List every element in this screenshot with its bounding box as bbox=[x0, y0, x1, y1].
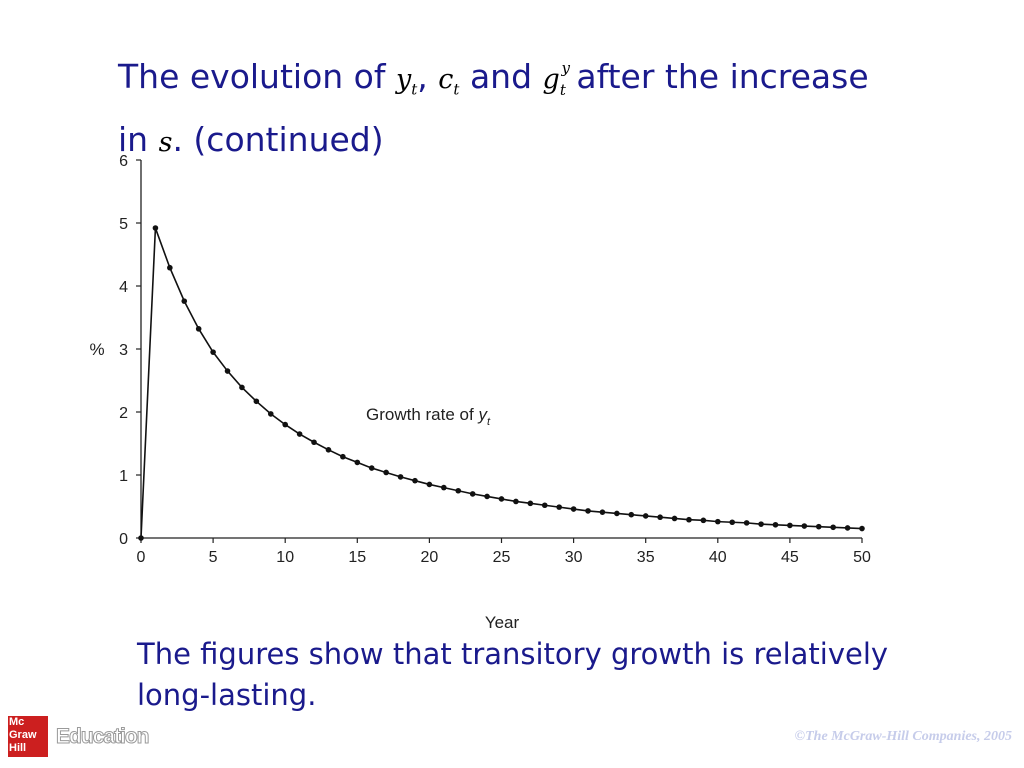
data-point bbox=[210, 349, 216, 355]
x-axis-title: Year bbox=[485, 613, 520, 632]
data-point bbox=[181, 298, 188, 304]
y-tick-label: 1 bbox=[119, 468, 128, 485]
data-point bbox=[469, 491, 476, 497]
education-wordmark: Education bbox=[56, 725, 151, 749]
data-point bbox=[441, 484, 447, 491]
data-point bbox=[397, 474, 404, 480]
data-point bbox=[224, 368, 231, 374]
data-point bbox=[239, 384, 245, 391]
data-point bbox=[686, 516, 692, 523]
y-tick-label: 6 bbox=[119, 153, 128, 170]
x-tick-label: 5 bbox=[209, 549, 218, 566]
x-tick-label: 45 bbox=[781, 549, 799, 566]
y-tick-label: 5 bbox=[119, 216, 128, 233]
y-tick-label: 2 bbox=[119, 405, 128, 422]
slide-title: The evolution of yt, ct and gt y after th… bbox=[118, 52, 978, 168]
data-point bbox=[844, 525, 851, 531]
data-point bbox=[570, 506, 577, 512]
data-point bbox=[282, 421, 289, 428]
data-point bbox=[296, 431, 303, 437]
data-point bbox=[383, 469, 389, 476]
data-point bbox=[484, 493, 490, 500]
title-text-1: The evolution of bbox=[118, 57, 386, 96]
y-tick-label: 3 bbox=[119, 342, 128, 359]
data-point bbox=[772, 521, 779, 528]
title-comma: , bbox=[417, 57, 428, 96]
data-point bbox=[513, 498, 519, 505]
data-point bbox=[599, 509, 606, 515]
data-point bbox=[167, 264, 173, 271]
y-axis-title: % bbox=[89, 340, 104, 359]
title-var-g: gt y bbox=[542, 59, 571, 99]
data-point bbox=[340, 453, 346, 460]
title-text-in: in bbox=[118, 120, 149, 159]
data-point bbox=[311, 439, 317, 446]
data-point bbox=[585, 508, 591, 514]
data-point bbox=[743, 520, 750, 526]
data-point bbox=[859, 525, 865, 532]
data-point bbox=[267, 411, 274, 417]
title-text-and: and bbox=[469, 57, 533, 96]
data-point bbox=[815, 523, 822, 530]
data-point bbox=[787, 522, 793, 529]
title-var-y: yt bbox=[395, 64, 418, 99]
data-point bbox=[325, 447, 332, 453]
x-tick-label: 40 bbox=[709, 549, 727, 566]
chart-axes bbox=[140, 160, 862, 539]
x-tick-label: 50 bbox=[853, 549, 871, 566]
data-point bbox=[729, 519, 736, 526]
data-point bbox=[830, 524, 836, 531]
data-point bbox=[715, 518, 721, 525]
y-tick-label: 0 bbox=[119, 531, 128, 548]
data-point bbox=[556, 504, 562, 510]
x-tick-label: 0 bbox=[137, 549, 146, 566]
data-point bbox=[195, 326, 202, 332]
data-point bbox=[354, 459, 361, 466]
title-var-c: ct bbox=[438, 64, 460, 99]
series-annotation: Growth rate of yt bbox=[366, 405, 491, 428]
data-point bbox=[527, 500, 534, 507]
data-point bbox=[253, 398, 260, 405]
data-point bbox=[541, 502, 548, 509]
x-tick-label: 30 bbox=[565, 549, 583, 566]
y-tick-label: 4 bbox=[119, 279, 128, 296]
mcgraw-hill-logo: Mc Graw Hill bbox=[8, 716, 48, 757]
x-tick-label: 10 bbox=[276, 549, 294, 566]
data-point bbox=[801, 523, 808, 529]
data-point bbox=[426, 481, 433, 488]
title-var-s: s bbox=[158, 127, 173, 158]
data-point bbox=[700, 517, 707, 524]
data-point bbox=[628, 511, 635, 518]
x-tick-label: 25 bbox=[493, 549, 511, 566]
chart-series bbox=[138, 225, 865, 541]
data-point bbox=[642, 513, 649, 519]
copyright-notice: ©The McGraw-Hill Companies, 2005 bbox=[794, 729, 1012, 744]
data-point bbox=[614, 510, 620, 517]
slide-caption: The figures show that transitory growth … bbox=[137, 637, 889, 712]
title-text-3: . (continued) bbox=[172, 120, 384, 159]
data-point bbox=[657, 514, 663, 521]
data-point bbox=[368, 465, 375, 471]
data-point bbox=[412, 477, 418, 484]
data-point bbox=[455, 487, 462, 494]
series-line bbox=[140, 227, 863, 539]
data-point bbox=[152, 225, 159, 231]
x-tick-label: 35 bbox=[637, 549, 655, 566]
data-point bbox=[498, 496, 505, 502]
x-tick-label: 15 bbox=[348, 549, 366, 566]
data-point bbox=[671, 515, 678, 522]
data-point bbox=[758, 521, 764, 527]
x-tick-label: 20 bbox=[421, 549, 439, 566]
data-point bbox=[138, 535, 144, 541]
title-text-2: after the increase bbox=[576, 57, 869, 96]
